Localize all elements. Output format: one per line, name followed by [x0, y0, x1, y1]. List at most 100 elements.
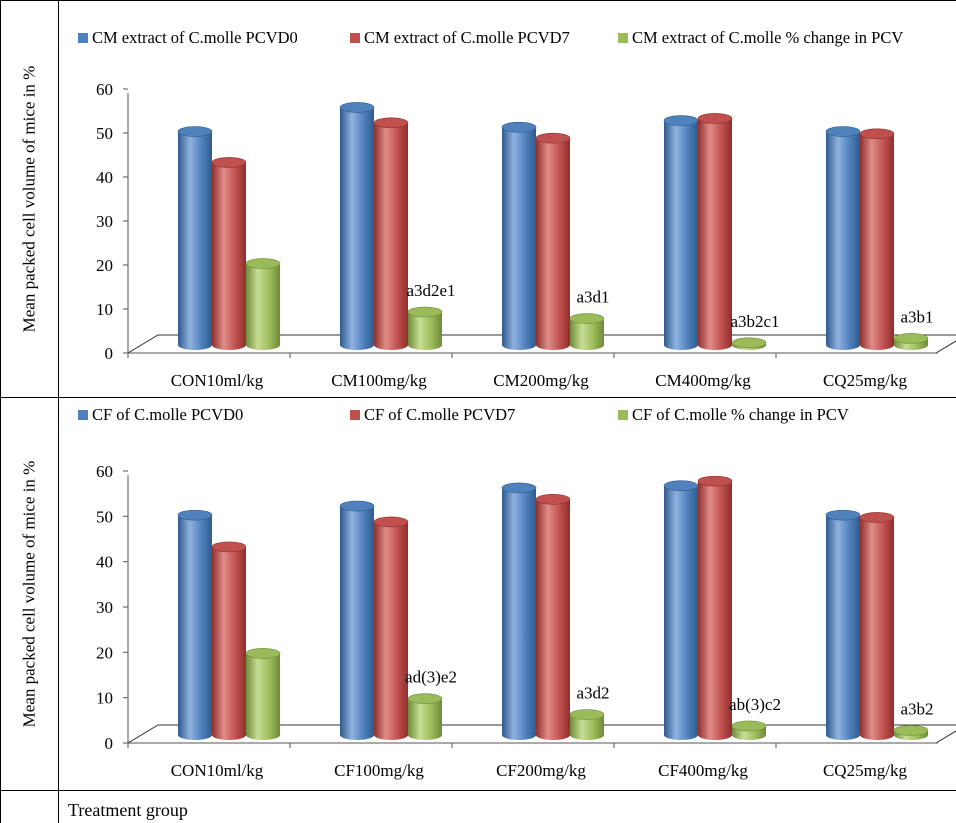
- bar-top: [825, 509, 861, 521]
- bar-body: [664, 485, 698, 740]
- bar-pcvd0: [825, 126, 861, 350]
- data-annotation: ab(3)c2: [729, 695, 781, 714]
- y-tick-label: 60: [96, 80, 113, 99]
- x-tick-label: CQ25mg/kg: [823, 371, 908, 390]
- bar-pct-change: [407, 693, 443, 740]
- data-annotation: a3d2: [576, 684, 609, 703]
- bar-top: [211, 157, 247, 168]
- bar-body: [246, 263, 280, 350]
- bar-pcvd7: [373, 516, 409, 740]
- bar-top: [373, 516, 409, 528]
- x-tick-label: CM200mg/kg: [493, 371, 589, 390]
- legend-label: CM extract of C.molle % change in PCV: [632, 28, 903, 47]
- border-top: [0, 0, 956, 1]
- y-tick-label: 30: [96, 598, 113, 617]
- y-axis-label: Mean packed cell volume of mice in %: [19, 460, 38, 727]
- data-annotation: a3d1: [576, 288, 609, 307]
- bar-body: [826, 131, 860, 350]
- legend-swatch: [350, 33, 360, 43]
- y-tick-label: 50: [96, 124, 113, 143]
- legend-swatch: [350, 410, 360, 420]
- bar-pct-change: [569, 709, 605, 740]
- y-tick-label: 60: [96, 462, 113, 481]
- bar-body: [536, 499, 570, 740]
- bar-top: [825, 126, 861, 137]
- bar-top: [893, 725, 929, 736]
- bar-body: [698, 481, 732, 740]
- x-tick-label: CF100mg/kg: [334, 761, 424, 780]
- bar-top: [373, 117, 409, 129]
- data-annotation: a3b2c1: [730, 312, 779, 331]
- bar-pcvd7: [373, 117, 409, 350]
- bar-body: [826, 515, 860, 740]
- bar-body: [178, 515, 212, 740]
- bar-pct-change: [569, 313, 605, 350]
- bar-pcvd0: [501, 121, 537, 350]
- bar-pct-change: [245, 648, 281, 740]
- legend-swatch: [618, 410, 628, 420]
- bar-pct-change: [893, 725, 929, 740]
- bar-body: [570, 714, 604, 740]
- data-annotation: a3d2e1: [406, 281, 455, 300]
- chart-cm-extract: 0 10 20 30 40 50 60 CON10ml/kg CM100mg/kg a3d2e1 C…: [78, 28, 956, 390]
- x-tick-label: CON10ml/kg: [171, 761, 264, 780]
- bar-pct-change: [893, 333, 929, 350]
- bar-top: [339, 102, 375, 113]
- bar-pcvd0: [339, 102, 375, 351]
- bar-pct-change: [731, 337, 767, 350]
- bar-top: [859, 512, 895, 523]
- bar-top: [569, 709, 605, 720]
- bar-body: [536, 138, 570, 350]
- bar-pcvd7: [535, 493, 571, 740]
- y-axis-label-cell-1: Mean packed cell volume of mice in %: [0, 0, 58, 397]
- x-tick-label: CF400mg/kg: [658, 761, 748, 780]
- data-annotation: ad(3)e2: [405, 668, 457, 687]
- bar-top: [893, 333, 929, 344]
- bar-body: [860, 133, 894, 350]
- legend-label: CF of C.molle PCVD0: [92, 405, 243, 424]
- legend-swatch: [78, 410, 88, 420]
- bar-pcvd0: [177, 509, 213, 740]
- x-tick-label: CM100mg/kg: [331, 371, 427, 390]
- bar-body: [698, 118, 732, 351]
- bar-body: [664, 120, 698, 350]
- bar-pcvd7: [535, 132, 571, 350]
- border-label-column: [58, 0, 59, 823]
- legend-label: CF of C.molle % change in PCV: [632, 405, 849, 424]
- bar-body: [178, 131, 212, 350]
- bar-top: [245, 648, 281, 659]
- legend-label: CF of C.molle PCVD7: [364, 405, 515, 424]
- bar-body: [212, 546, 246, 740]
- border-row-2: [0, 790, 956, 791]
- legend-swatch: [618, 33, 628, 43]
- border-left: [0, 0, 1, 823]
- bar-top: [859, 128, 895, 140]
- legend-label: CM extract of C.molle PCVD7: [364, 28, 570, 47]
- bar-top: [407, 693, 443, 705]
- bar-top: [177, 126, 213, 137]
- y-axis-label-cell-2: Mean packed cell volume of mice in %: [0, 397, 58, 790]
- bar-top: [501, 121, 537, 133]
- bar-top: [731, 720, 767, 732]
- bar-top: [535, 493, 571, 505]
- bar-pcvd7: [859, 512, 895, 740]
- bar-pcvd0: [177, 126, 213, 350]
- bar-top: [569, 313, 605, 324]
- bar-body: [374, 122, 408, 350]
- y-tick-label: 0: [105, 344, 114, 363]
- legend-swatch: [78, 33, 88, 43]
- bar-pct-change: [731, 720, 767, 740]
- bar-top: [663, 480, 699, 491]
- y-tick-label: 30: [96, 212, 113, 231]
- bar-body: [246, 653, 280, 740]
- bar-body: [408, 698, 442, 740]
- border-row-1: [0, 397, 956, 398]
- bar-top: [501, 482, 537, 494]
- bar-pcvd7: [859, 128, 895, 350]
- bar-pcvd0: [339, 500, 375, 740]
- y-tick-label: 0: [105, 734, 114, 753]
- legend-label: CM extract of C.molle PCVD0: [92, 28, 298, 47]
- y-tick-label: 40: [96, 553, 113, 572]
- bar-top: [535, 132, 571, 144]
